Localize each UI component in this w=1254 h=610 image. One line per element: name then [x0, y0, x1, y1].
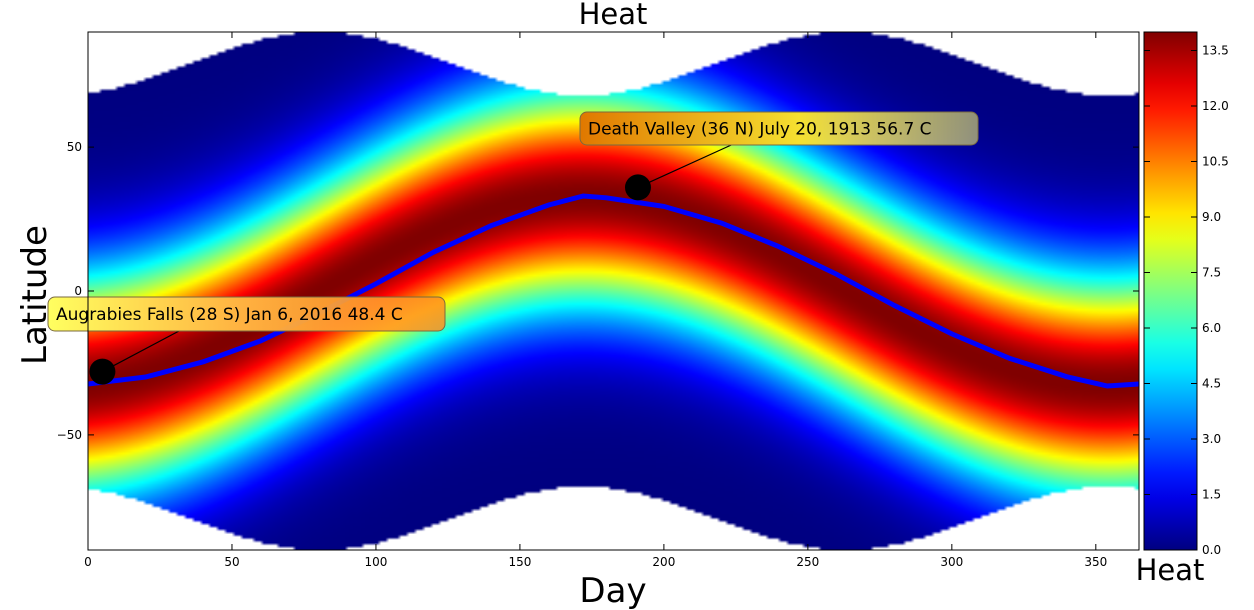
series-layer — [88, 193, 1139, 389]
colorbar-tick-label: 9.0 — [1202, 210, 1221, 224]
colorbar-tick-label: 1.5 — [1202, 488, 1221, 502]
x-axis: 0 50 100 150 200 250 300 350 — [84, 32, 1107, 569]
annotation-connector — [102, 330, 180, 373]
annotation-connector — [637, 144, 732, 188]
annotation-layer: Death Valley (36 N) July 20, 1913 56.7 C… — [47, 111, 979, 385]
heatmap-image — [88, 32, 1139, 550]
y-axis: 50 0 −50 — [57, 140, 1139, 442]
x-tick-label: 150 — [508, 555, 531, 569]
colorbar-tick-label: 13.5 — [1202, 44, 1229, 58]
annotation-text: Augrabies Falls (28 S) Jan 6, 2016 48.4 … — [56, 305, 403, 325]
chart-title: Heat — [579, 0, 648, 31]
colorbar-tick-label: 3.0 — [1202, 432, 1221, 446]
x-tick-label: 50 — [224, 555, 239, 569]
colorbar-tick-label: 12.0 — [1202, 99, 1229, 113]
x-tick-label: 200 — [652, 555, 675, 569]
y-tick-label: 0 — [74, 284, 82, 298]
series-line — [88, 193, 1139, 389]
colorbar-tick-label: 0.0 — [1202, 543, 1221, 557]
x-tick-label: 0 — [84, 555, 92, 569]
plot-area: Death Valley (36 N) July 20, 1913 56.7 C… — [47, 31, 1140, 551]
colorbar-tick-label: 4.5 — [1202, 377, 1221, 391]
annotation-box — [579, 111, 979, 146]
annotation-box — [47, 296, 446, 332]
scatter-point — [89, 358, 116, 385]
colorbar-ticks: 13.5 12.0 10.5 9.0 7.5 6.0 4.5 3.0 1.5 0.0 — [1144, 44, 1229, 557]
colorbar-tick-label: 7.5 — [1202, 266, 1221, 280]
y-tick-label: 50 — [67, 140, 82, 154]
x-axis-label: Day — [579, 571, 646, 610]
colorbar-gradient — [1143, 31, 1198, 551]
colorbar-tick-label: 10.5 — [1202, 155, 1229, 169]
colorbar-tick-label: 6.0 — [1202, 321, 1221, 335]
annotation-text: Death Valley (36 N) July 20, 1913 56.7 C — [588, 120, 932, 140]
x-tick-label: 300 — [940, 555, 963, 569]
y-tick-label: −50 — [57, 428, 82, 442]
x-tick-label: 350 — [1084, 555, 1107, 569]
scatter-point — [624, 174, 651, 201]
x-tick-label: 250 — [796, 555, 819, 569]
y-axis-label: Latitude — [15, 225, 55, 365]
x-tick-label: 100 — [364, 555, 387, 569]
colorbar: 13.5 12.0 10.5 9.0 7.5 6.0 4.5 3.0 1.5 0.0 Heat — [1136, 31, 1229, 587]
colorbar-label: Heat — [1136, 553, 1205, 587]
